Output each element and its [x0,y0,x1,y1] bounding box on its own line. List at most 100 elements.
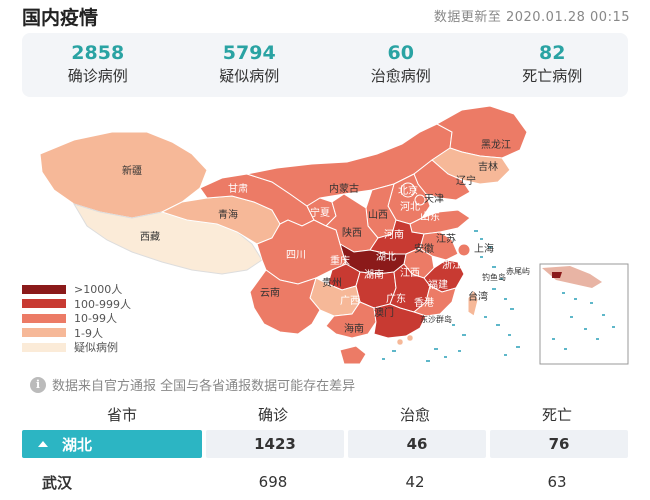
region-yunnan[interactable] [249,269,321,335]
legend-swatch [22,284,66,294]
label-taiwan: 台湾 [468,290,488,303]
label-henan: 河南 [384,228,404,241]
sea-islands [382,230,520,362]
label-hunan: 湖南 [364,268,384,281]
region-hainan[interactable] [339,345,367,365]
stat-cured: 60 治愈病例 [325,33,477,97]
stat-suspected: 5794 疑似病例 [174,33,326,97]
label-hubei: 湖北 [376,251,396,263]
label-shaanxi: 陕西 [342,226,362,239]
region-macau[interactable] [396,338,404,346]
legend-label: >1000人 [74,283,123,297]
region-guangxi[interactable] [325,301,377,339]
region-tianjin[interactable] [414,194,426,206]
legend-label: 100-999人 [74,297,131,311]
caret-up-icon[interactable] [38,441,48,447]
stat-deaths: 82 死亡病例 [477,33,629,97]
cell-cured: 46 [348,430,486,458]
label-jiangsu: 江苏 [436,232,456,245]
label-jiangxi: 江西 [400,267,420,279]
label-guangxi: 广西 [340,295,360,307]
province-table: 省市 确诊 治愈 死亡 湖北 1423 46 76 武汉 698 42 63 [22,400,628,496]
header: 国内疫情 数据更新至 2020.01.28 00:15 [22,0,632,30]
legend-item: 1-9人 [22,326,182,341]
label-yunnan: 云南 [260,286,280,299]
label-gansu: 甘肃 [228,182,248,195]
update-time: 数据更新至 2020.01.28 00:15 [433,10,630,25]
label-chongqing: 重庆 [330,254,350,267]
header-deaths: 死亡 [541,405,572,424]
label-shanxi: 山西 [368,209,388,221]
stat-label: 确诊病例 [67,67,128,85]
legend-label: 10-99人 [74,312,117,326]
label-diaoyu: 钓鱼岛 [482,272,506,282]
legend-label: 1-9人 [74,326,103,340]
legend-label: 疑似病例 [74,341,118,355]
legend-swatch [22,299,66,309]
legend-item: >1000人 [22,282,182,297]
map-legend: >1000人 100-999人 10-99人 1-9人 疑似病例 [22,282,182,355]
region-taiwan[interactable] [467,288,479,317]
label-xizang: 西藏 [140,231,160,243]
label-fujian: 福建 [428,278,448,291]
label-hainan: 海南 [344,322,364,335]
table-row-wuhan: 武汉 698 42 63 [22,468,628,496]
label-macau: 澳门 [374,306,394,319]
region-hongkong[interactable] [406,334,414,342]
label-liaoning: 辽宁 [456,174,476,187]
legend-item: 10-99人 [22,311,182,326]
china-map: 新疆 西藏 青海 甘肃 内蒙古 黑龙江 吉林 辽宁 北京 天津 河北 山西 山东… [22,102,632,370]
stat-number: 60 [387,42,414,64]
label-qinghai: 青海 [218,208,238,221]
cell-confirmed: 1423 [206,430,344,458]
legend-item: 100-999人 [22,297,182,312]
stat-number: 82 [539,42,566,64]
stat-label: 疑似病例 [219,67,280,85]
region-xinjiang[interactable] [39,131,208,219]
label-heilongjiang: 黑龙江 [481,138,511,151]
header-cured: 治愈 [399,405,430,424]
table-header: 省市 确诊 治愈 死亡 [22,400,628,428]
label-hongkong: 香港 [414,297,434,309]
legend-item: 疑似病例 [22,340,182,355]
region-beijing[interactable] [400,182,416,198]
region-shanghai[interactable] [457,243,471,257]
stat-confirmed: 2858 确诊病例 [22,33,174,97]
label-shanghai: 上海 [474,242,494,255]
data-source-notice: i 数据来自官方通报 全国与各省通报数据可能存在差异 [30,375,355,394]
table-row-hubei[interactable]: 湖北 1423 46 76 [22,430,628,458]
info-icon: i [30,376,46,393]
label-zhejiang: 浙江 [442,259,462,271]
south-china-sea-inset [539,263,629,365]
stats-panel: 2858 确诊病例 5794 疑似病例 60 治愈病例 82 死亡病例 [22,33,628,97]
city-name: 武汉 [42,473,73,492]
stat-label: 治愈病例 [370,67,431,85]
region-heilongjiang[interactable] [435,105,528,159]
label-chiwei: 赤尾屿 [506,267,530,276]
legend-swatch [22,313,66,323]
legend-swatch [22,342,66,352]
cell-confirmed: 698 [258,473,288,491]
label-dongsha: 东沙群岛 [420,314,452,324]
label-ningxia: 宁夏 [310,206,330,219]
region-guangdong[interactable] [373,303,427,339]
legend-swatch [22,328,66,338]
map-labels: 新疆 西藏 青海 甘肃 内蒙古 黑龙江 吉林 辽宁 北京 天津 河北 山西 山东… [122,138,511,335]
header-confirmed: 确诊 [257,405,288,424]
stat-label: 死亡病例 [522,67,583,85]
notice-text: 数据来自官方通报 全国与各省通报数据可能存在差异 [52,379,356,394]
label-xinjiang: 新疆 [122,164,142,177]
cell-cured: 42 [405,473,425,491]
cell-deaths: 76 [490,430,628,458]
label-neimenggu: 内蒙古 [329,182,359,195]
province-toggle[interactable]: 湖北 [22,430,202,458]
label-hebei: 河北 [400,201,420,213]
cell-deaths: 63 [547,473,567,491]
label-anhui: 安徽 [414,242,434,255]
label-guizhou: 贵州 [322,276,342,289]
label-guangdong: 广东 [386,292,406,305]
label-sichuan: 四川 [286,250,306,261]
island-labels: 钓鱼岛 赤尾屿 东沙群岛 [420,267,530,324]
map-svg: 新疆 西藏 青海 甘肃 内蒙古 黑龙江 吉林 辽宁 北京 天津 河北 山西 山东… [39,105,629,365]
stat-number: 5794 [222,42,276,64]
